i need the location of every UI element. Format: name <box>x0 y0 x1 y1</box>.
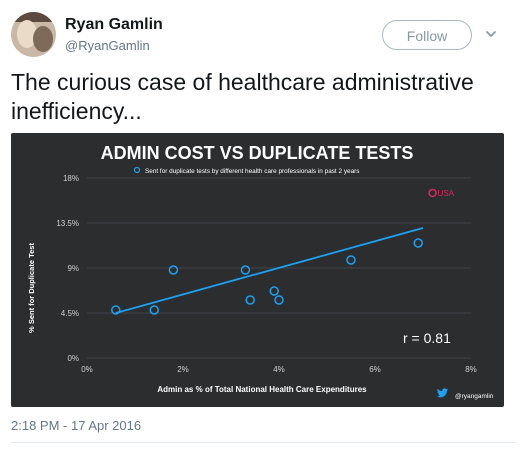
x-tick-label: 8% <box>465 365 477 374</box>
avatar-face-shape <box>17 20 37 48</box>
data-point <box>149 305 159 315</box>
data-point <box>274 295 284 305</box>
legend-marker <box>133 166 141 174</box>
avatar-hair-shape <box>11 12 56 22</box>
tweet-timestamp[interactable]: 2:18 PM - 17 Apr 2016 <box>11 418 142 433</box>
data-point <box>346 255 356 265</box>
x-axis-label: Admin as % of Total National Health Care… <box>157 385 367 394</box>
x-tick-label: 4% <box>273 365 285 374</box>
data-point <box>413 238 423 248</box>
y-tick-labels: 0% 4.5% 9% 13.5% 18% <box>56 174 79 363</box>
y-tick-label: 0% <box>67 354 79 363</box>
user-handle[interactable]: @RyanGamlin <box>65 38 150 53</box>
chart-credit: @ryangamlin <box>455 393 494 400</box>
chart-legend-text: Sent for duplicate tests by different he… <box>145 168 359 175</box>
usa-point-label: USA <box>438 189 455 198</box>
chevron-down-icon[interactable] <box>484 27 498 41</box>
x-tick-labels: 0% 2% 4% 6% 8% <box>81 365 477 374</box>
scatter-chart: ADMIN COST VS DUPLICATE TESTS Sent for d… <box>27 143 494 400</box>
data-point-usa <box>428 188 437 198</box>
y-tick-label: 9% <box>67 264 79 273</box>
x-tick-label: 6% <box>369 365 381 374</box>
twitter-bird-icon <box>436 388 448 398</box>
y-tick-label: 4.5% <box>61 309 79 318</box>
y-axis-label: % Sent for Duplicate Test <box>27 243 36 333</box>
r-annotation: r = 0.81 <box>403 330 451 346</box>
y-tick-label: 13.5% <box>56 219 79 228</box>
data-point <box>245 295 255 305</box>
data-points <box>111 188 437 315</box>
x-tick-label: 0% <box>81 365 93 374</box>
data-point <box>168 265 179 275</box>
avatar[interactable] <box>11 12 56 57</box>
data-point <box>111 305 121 315</box>
avatar-face-shape-2 <box>33 26 53 52</box>
tweet-text: The curious case of healthcare administr… <box>11 69 474 124</box>
user-name[interactable]: Ryan Gamlin <box>65 16 163 33</box>
y-tick-label: 18% <box>63 174 79 183</box>
follow-button[interactable]: Follow <box>382 20 472 50</box>
x-tick-label: 2% <box>177 365 189 374</box>
chart-title: ADMIN COST VS DUPLICATE TESTS <box>101 143 414 163</box>
trend-line <box>115 227 424 314</box>
data-point <box>269 286 279 296</box>
divider <box>11 442 516 443</box>
data-point <box>240 265 251 275</box>
tweet-media-image[interactable]: ADMIN COST VS DUPLICATE TESTS Sent for d… <box>11 133 504 407</box>
